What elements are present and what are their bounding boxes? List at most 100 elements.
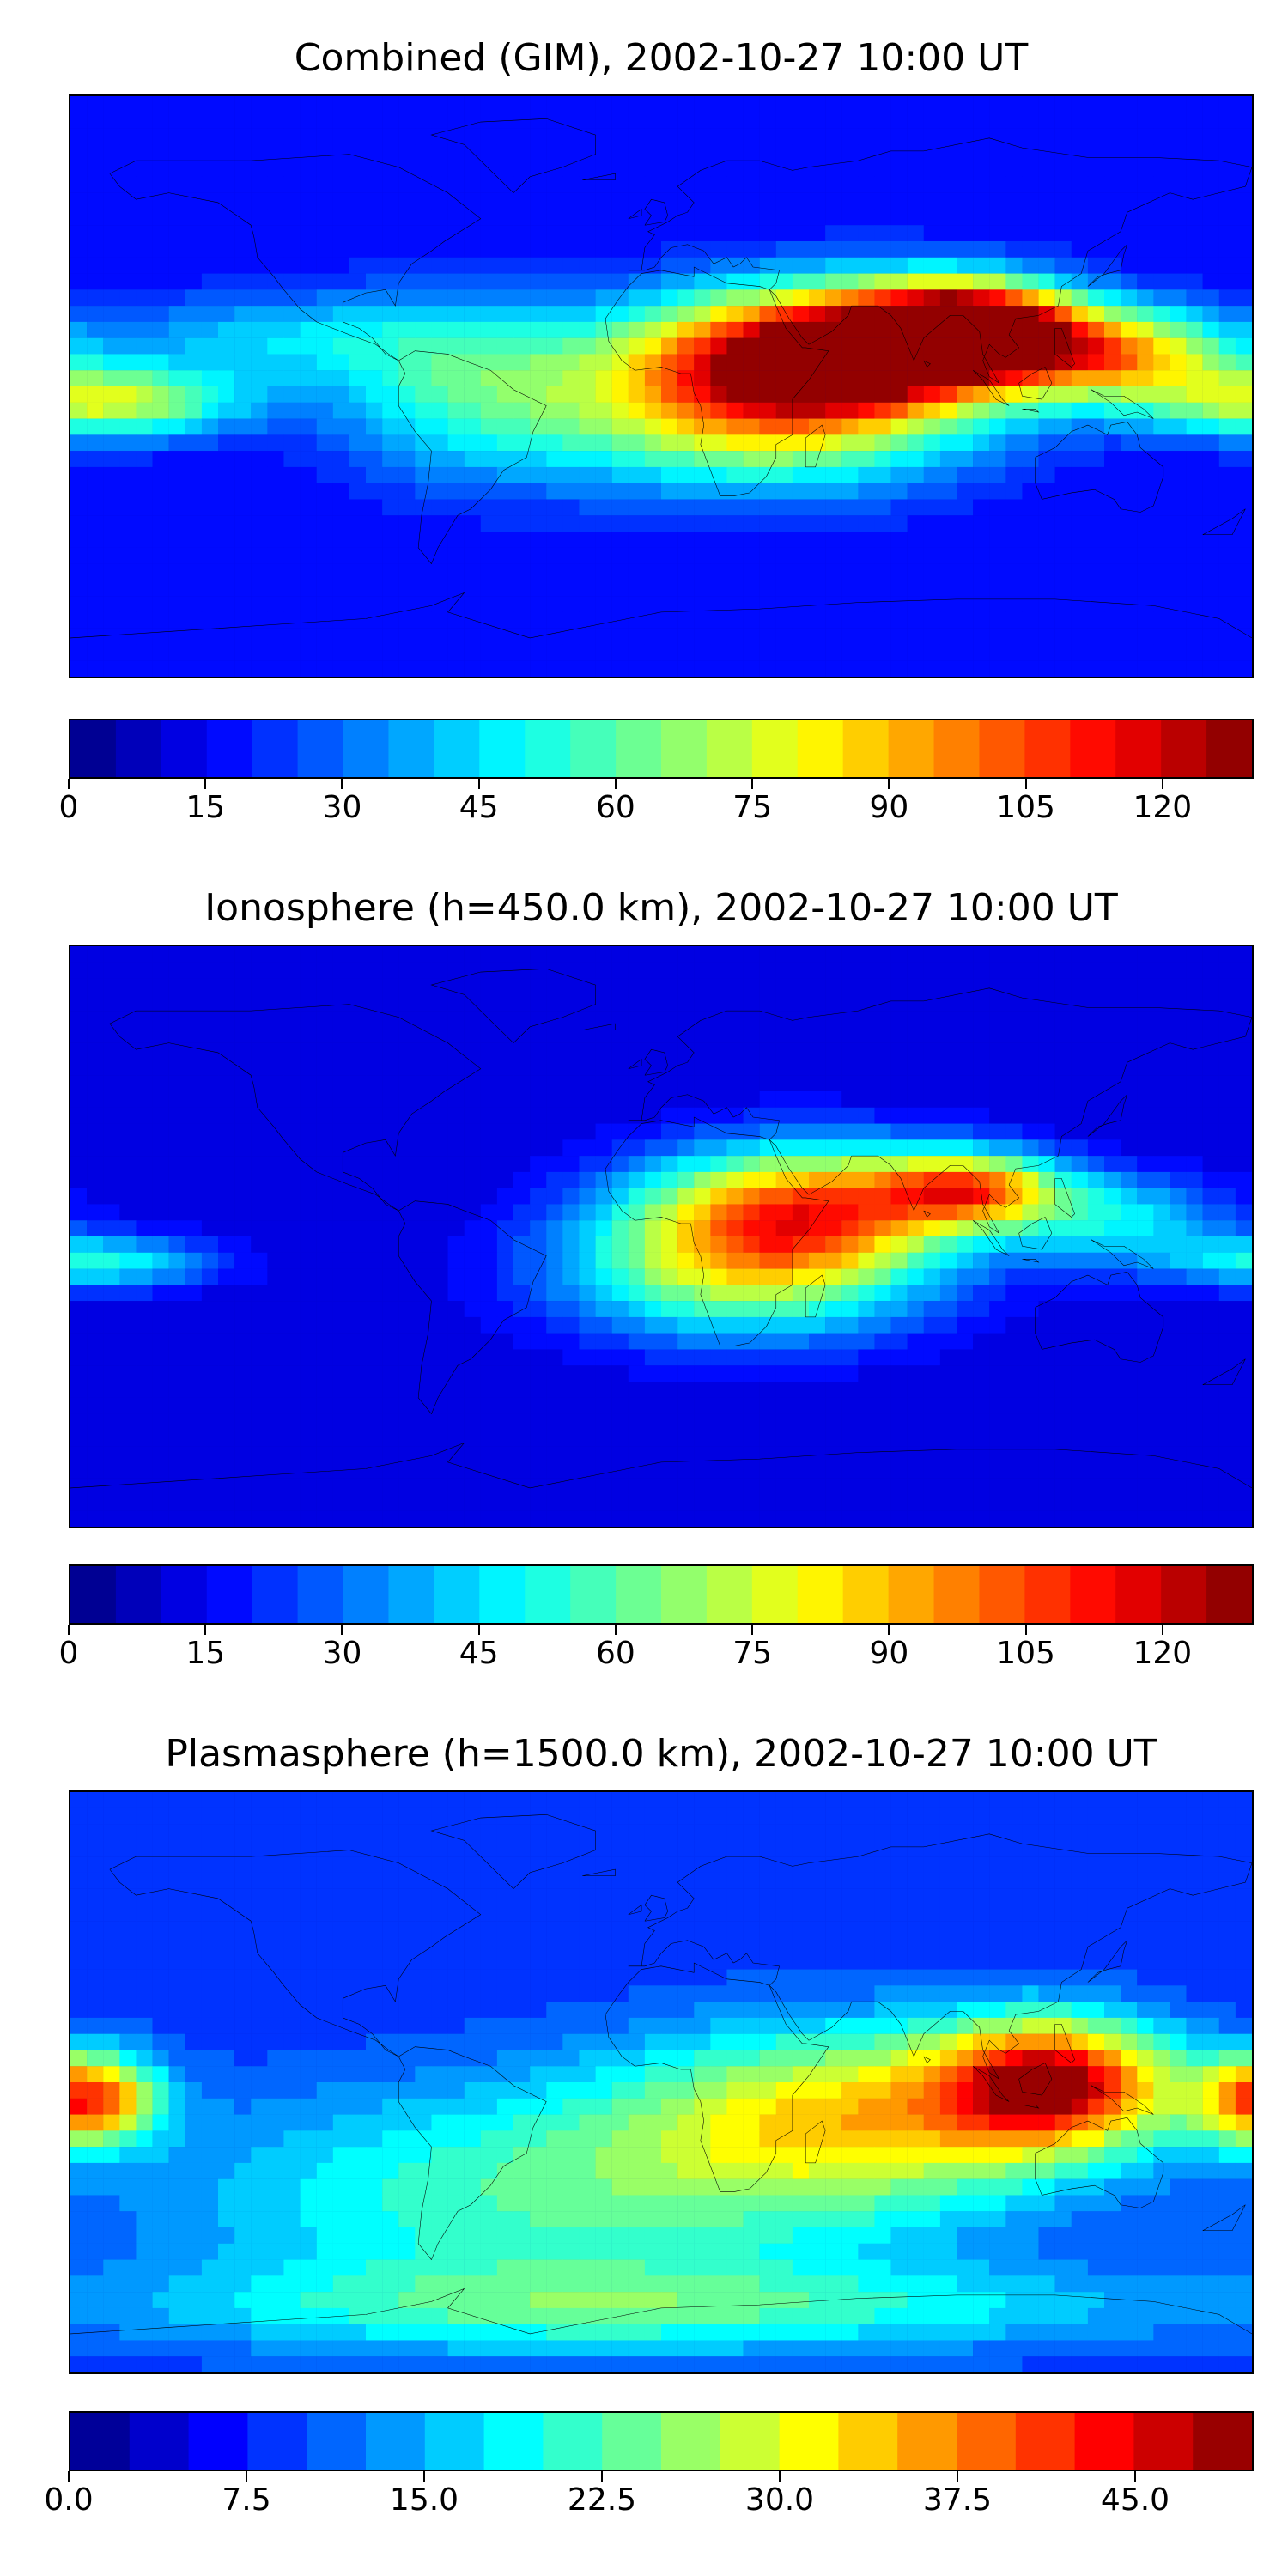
field-cell	[366, 1268, 383, 1285]
field-cell	[1153, 273, 1170, 290]
field-cell	[1235, 96, 1252, 112]
field-cell	[939, 978, 957, 995]
field-cell	[1054, 1042, 1072, 1060]
field-cell	[496, 1316, 514, 1334]
field-cell	[1137, 434, 1154, 452]
field-cell	[743, 946, 760, 963]
field-cell	[595, 1156, 612, 1173]
field-cell	[152, 994, 169, 1012]
field-cell	[382, 1059, 399, 1076]
field-cell	[825, 1430, 842, 1447]
field-cell	[103, 161, 120, 178]
field-cell	[1153, 1123, 1170, 1140]
field-cell	[644, 978, 662, 995]
field-cell	[1235, 386, 1252, 403]
field-cell	[1170, 289, 1187, 307]
field-cell	[185, 1042, 203, 1060]
field-cell	[464, 257, 481, 274]
field-cell	[694, 1220, 711, 1237]
field-cell	[218, 209, 235, 226]
field-cell	[300, 434, 317, 452]
field-cell	[1121, 660, 1138, 677]
field-cell	[316, 1156, 333, 1173]
field-cell	[87, 354, 104, 371]
field-cell	[825, 660, 842, 677]
field-cell	[792, 1316, 810, 1334]
field-cell	[332, 483, 350, 500]
field-cell	[546, 483, 563, 500]
field-cell	[119, 466, 137, 483]
field-cell	[382, 1252, 399, 1269]
field-cell	[87, 1059, 104, 1076]
field-cell	[185, 611, 203, 629]
field-cell	[775, 483, 793, 500]
field-cell	[989, 337, 1006, 355]
field-cell	[87, 515, 104, 532]
field-cell	[546, 1026, 563, 1043]
field-cell	[1054, 273, 1072, 290]
field-cell	[628, 1011, 646, 1028]
field-cell	[87, 161, 104, 178]
field-cell	[792, 96, 810, 112]
field-cell	[579, 532, 596, 548]
field-cell	[890, 96, 908, 112]
field-cell	[103, 483, 120, 500]
field-cell	[923, 176, 941, 193]
field-cell	[136, 192, 153, 210]
field-cell	[300, 1430, 317, 1447]
field-cell	[119, 547, 137, 564]
field-cell	[1202, 1204, 1219, 1221]
field-cell	[973, 386, 990, 403]
field-cell	[300, 386, 317, 403]
field-cell	[415, 1446, 432, 1463]
field-cell	[103, 1204, 120, 1221]
field-cell	[382, 1075, 399, 1092]
field-cell	[939, 1285, 957, 1302]
field-cell	[562, 1107, 580, 1124]
field-cell	[1186, 225, 1203, 242]
field-cell	[300, 257, 317, 274]
field-cell	[70, 161, 88, 178]
field-cell	[234, 466, 252, 483]
field-cell	[283, 192, 301, 210]
field-cell	[201, 628, 219, 645]
field-cell	[874, 418, 891, 435]
field-cell	[677, 1446, 695, 1463]
field-cell	[726, 483, 744, 500]
field-cell	[513, 241, 531, 258]
field-cell	[1071, 128, 1089, 145]
field-cell	[332, 1075, 350, 1092]
field-cell	[1038, 1382, 1055, 1398]
panel-1-colorbar-ticks: 0 15 30 45 60 75 90 105 120	[59, 779, 1254, 830]
field-cell	[234, 547, 252, 564]
field-cell	[579, 337, 596, 355]
field-cell	[595, 337, 612, 355]
field-cell	[530, 644, 547, 661]
field-cell	[825, 1413, 842, 1431]
field-cell	[923, 1349, 941, 1366]
field-cell	[825, 466, 842, 483]
field-cell	[611, 209, 629, 226]
field-cell	[841, 1285, 859, 1302]
field-cell	[1054, 1188, 1072, 1205]
field-cell	[726, 418, 744, 435]
field-cell	[562, 1268, 580, 1285]
field-cell	[1087, 337, 1105, 355]
field-cell	[628, 1430, 646, 1447]
field-cell	[1071, 1139, 1089, 1157]
field-cell	[103, 1123, 120, 1140]
field-cell	[1121, 515, 1138, 532]
field-cell	[825, 354, 842, 371]
field-cell	[939, 580, 957, 597]
field-cell	[907, 1349, 924, 1366]
field-cell	[366, 994, 383, 1012]
field-cell	[1022, 418, 1039, 435]
field-cell	[283, 611, 301, 629]
field-cell	[743, 1026, 760, 1043]
field-cell	[1022, 483, 1039, 500]
field-cell	[595, 628, 612, 645]
field-cell	[1170, 402, 1187, 419]
field-cell	[677, 1252, 695, 1269]
field-cell	[152, 1333, 169, 1350]
field-cell	[939, 466, 957, 483]
